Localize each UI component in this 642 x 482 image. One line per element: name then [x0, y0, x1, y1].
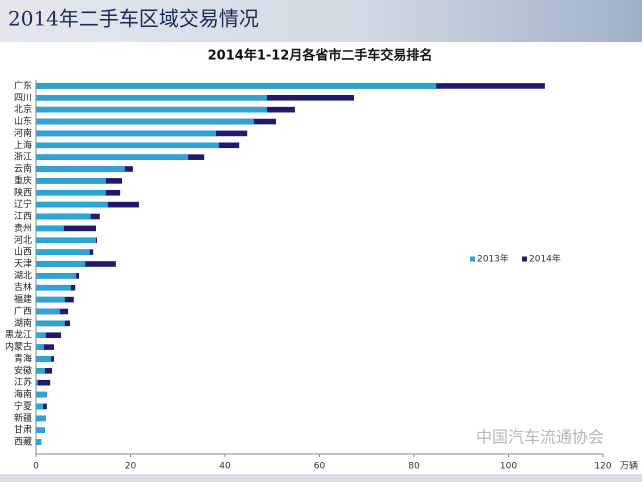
- x-tick-label: 20: [125, 462, 137, 472]
- y-tick-label: 河北: [14, 234, 32, 246]
- y-tick-label: 安徽: [14, 364, 32, 376]
- y-tick-label: 甘肃: [14, 424, 32, 436]
- bar: [36, 403, 44, 410]
- bar: [36, 320, 65, 327]
- bar: [36, 284, 71, 291]
- watermark: 中国汽车流通协会: [476, 428, 604, 447]
- bar: [36, 225, 97, 232]
- y-tick-label: 福建: [14, 293, 32, 305]
- y-tick-label: 浙江: [14, 151, 32, 163]
- bar: [36, 415, 46, 422]
- y-tick-label: 天津: [14, 259, 32, 270]
- bar: [36, 296, 65, 303]
- bar: [36, 118, 254, 125]
- y-tick-label: 宁夏: [14, 400, 32, 412]
- x-tick-label: 60: [314, 462, 326, 472]
- y-tick-label: 辽宁: [14, 198, 32, 210]
- bar: [36, 154, 189, 160]
- y-tick-label: 陕西: [14, 186, 32, 198]
- legend-label: 2014年: [529, 253, 561, 265]
- legend-swatch: [470, 256, 475, 262]
- bar: [36, 344, 45, 350]
- bar: [36, 178, 106, 184]
- y-tick-label: 重庆: [14, 174, 32, 186]
- bar: [36, 332, 46, 339]
- bar: [36, 249, 90, 255]
- x-tick-label: 120: [594, 462, 611, 472]
- banner: [0, 0, 642, 42]
- bar: [36, 95, 268, 101]
- y-tick-label: 内蒙古: [5, 341, 32, 353]
- bar: [36, 201, 108, 208]
- y-tick-label: 北京: [14, 103, 32, 115]
- y-tick-label: 贵州: [14, 222, 32, 234]
- y-tick-label: 江西: [14, 211, 32, 222]
- bar: [36, 273, 77, 279]
- bar: [36, 142, 219, 149]
- bar: [36, 225, 64, 232]
- footer-strip: [0, 474, 642, 482]
- slide-title: 2014年二手车区域交易情况: [8, 7, 259, 31]
- bar: [36, 379, 38, 386]
- bar: [36, 106, 268, 113]
- chart-title: 2014年1-12月各省市二手车交易排名: [208, 48, 433, 64]
- y-tick-label: 西藏: [14, 436, 32, 448]
- bar: [36, 308, 61, 315]
- bar: [36, 213, 91, 220]
- bar: [36, 189, 106, 196]
- bar: [36, 344, 54, 350]
- y-tick-label: 海南: [14, 388, 32, 400]
- bar: [36, 391, 47, 398]
- bar: [36, 332, 62, 339]
- bar: [36, 427, 45, 433]
- bar: [36, 379, 51, 386]
- bar: [36, 356, 52, 362]
- y-tick-label: 湖北: [14, 270, 32, 281]
- y-tick-label: 湖南: [14, 317, 32, 329]
- y-tick-label: 河南: [14, 127, 32, 139]
- bar: [36, 83, 437, 89]
- y-tick-label: 青海: [14, 352, 32, 364]
- x-tick-label: 100: [500, 462, 517, 472]
- y-tick-label: 山东: [14, 115, 32, 127]
- y-tick-label: 云南: [14, 163, 32, 175]
- y-tick-label: 四川: [14, 93, 32, 103]
- bar: [36, 439, 42, 445]
- bar: [36, 368, 45, 374]
- y-tick-label: 吉林: [14, 281, 32, 293]
- x-tick-label: 0: [33, 462, 39, 472]
- y-tick-label: 上海: [14, 139, 32, 151]
- x-unit: 万辆: [620, 460, 638, 472]
- bar: [36, 261, 86, 267]
- y-tick-label: 新疆: [14, 412, 32, 424]
- y-tick-label: 广东: [14, 79, 32, 91]
- y-tick-label: 广西: [14, 305, 32, 317]
- legend-label: 2013年: [477, 253, 509, 265]
- x-tick-label: 80: [408, 462, 420, 472]
- x-tick-label: 40: [219, 462, 231, 472]
- y-tick-label: 江苏: [14, 376, 32, 388]
- y-tick-label: 黑龙江: [5, 329, 32, 341]
- bar: [36, 166, 125, 172]
- y-tick-label: 山西: [14, 247, 32, 258]
- bar: [36, 130, 217, 137]
- legend-swatch: [522, 256, 527, 262]
- bar: [36, 237, 97, 244]
